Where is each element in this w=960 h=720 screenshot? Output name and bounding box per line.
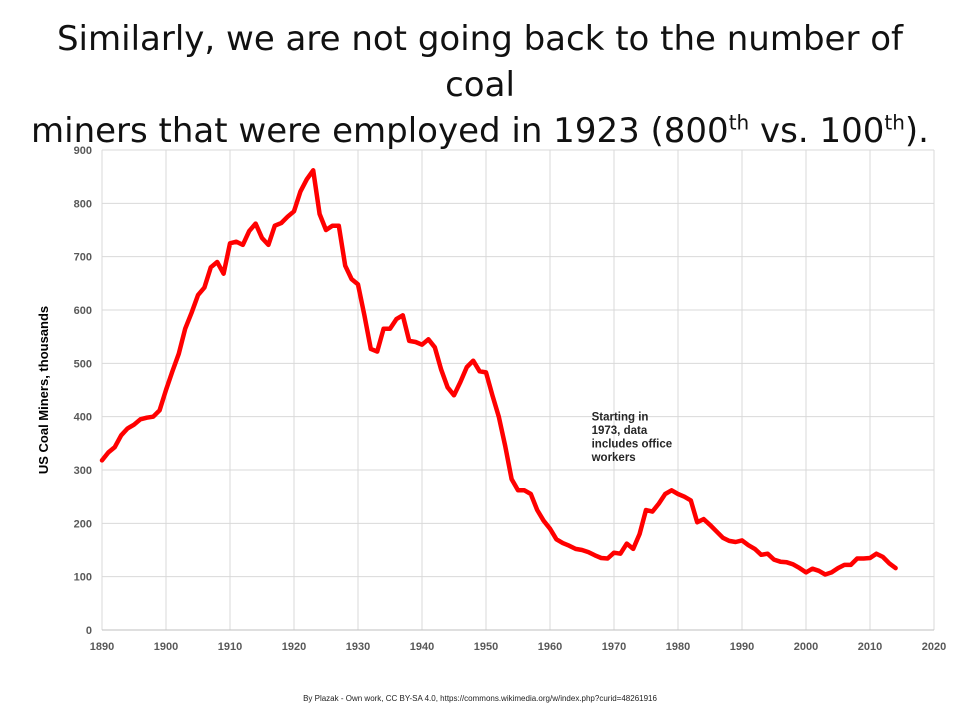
y-tick-label: 600	[74, 305, 92, 317]
x-tick-label: 1920	[282, 641, 306, 653]
coal-miners-series-line	[99, 168, 898, 577]
x-tick-label: 1950	[474, 641, 498, 653]
y-axis-label: US Coal Miners, thousands	[36, 306, 51, 474]
x-tick-label: 1970	[602, 641, 626, 653]
y-tick-label: 500	[74, 358, 92, 370]
y-tick-label: 400	[74, 412, 92, 424]
x-tick-label: 1930	[346, 641, 370, 653]
x-tick-label: 1990	[730, 641, 754, 653]
y-tick-label: 100	[74, 572, 92, 584]
x-tick-label: 2020	[922, 641, 946, 653]
slide-title: Similarly, we are not going back to the …	[20, 16, 940, 154]
slide-title-line-2: miners that were employed in 1923 (800th…	[20, 108, 940, 154]
coal-miners-chart: 0 100 200 300 400 500 600 700 800 900 1890 1900 1910…	[30, 136, 950, 666]
annotation-text-line: Starting in	[592, 412, 649, 424]
x-tick-label: 1940	[410, 641, 434, 653]
title-superscript-2: th	[884, 110, 905, 135]
title-text-3: vs. 100	[749, 111, 885, 151]
y-tick-label: 200	[74, 518, 92, 530]
x-tick-label: 1910	[218, 641, 242, 653]
annotation-text-line: includes office	[592, 439, 673, 451]
title-text-2: miners that were employed in 1923 (800	[31, 111, 729, 151]
annotation-text-line: 1973, data	[592, 425, 648, 437]
chart-svg: 0 100 200 300 400 500 600 700 800 900 1890 1900 1910…	[36, 145, 946, 653]
x-tick-label: 2000	[794, 641, 818, 653]
y-tick-label: 900	[74, 145, 92, 157]
y-tick-label: 800	[74, 198, 92, 210]
y-tick-label: 0	[86, 625, 92, 637]
x-tick-label: 1900	[154, 641, 178, 653]
y-tick-label: 700	[74, 252, 92, 264]
x-tick-label: 1960	[538, 641, 562, 653]
title-superscript-1: th	[728, 110, 750, 135]
x-tick-label: 2010	[858, 641, 882, 653]
y-tick-label: 300	[74, 465, 92, 477]
title-text-4: ).	[904, 111, 929, 151]
slide-title-line-1: Similarly, we are not going back to the …	[20, 16, 940, 108]
title-text-1: Similarly, we are not going back to the …	[56, 19, 904, 105]
x-tick-label: 1890	[90, 641, 114, 653]
annotation-text-line: workers	[591, 452, 636, 464]
x-tick-label: 1980	[666, 641, 690, 653]
attribution-caption: By Plazak - Own work, CC BY-SA 4.0, http…	[303, 694, 657, 703]
